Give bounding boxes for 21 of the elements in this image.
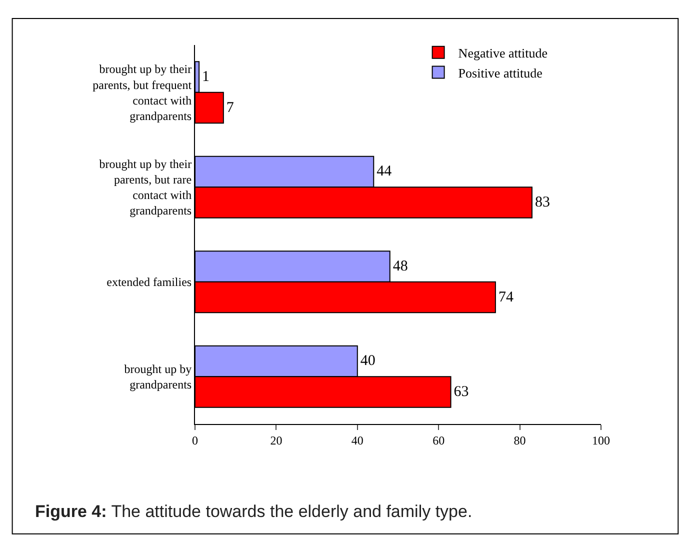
x-tick-label: 0 — [192, 433, 198, 448]
x-tick-label: 40 — [351, 433, 364, 448]
y-tick-label: brought up by their parents, but frequent contact with grandparents — [92, 62, 192, 123]
data-label: 83 — [534, 194, 550, 211]
legend-label: Negative attitude — [458, 45, 548, 60]
x-tick-label: 60 — [432, 433, 445, 448]
legend-label: Positive attitude — [458, 65, 543, 80]
data-label: 63 — [454, 384, 469, 400]
x-tick-label: 100 — [592, 433, 610, 448]
data-label: 7 — [226, 100, 234, 116]
data-label: 44 — [376, 164, 392, 180]
y-tick-label: extended families — [106, 275, 192, 290]
data-label: 40 — [360, 353, 376, 370]
data-label: 48 — [392, 258, 408, 274]
data-label: 74 — [498, 289, 514, 306]
y-tick-label: brought up by grandparents — [124, 362, 192, 392]
x-tick-label: 20 — [270, 433, 282, 448]
x-tick-label: 80 — [514, 433, 526, 448]
y-tick-label: brought up by their parents, but rare contact with grandparents — [99, 156, 192, 218]
data-label: 1 — [202, 68, 210, 85]
caption: Figure 4: The attitude towards the elderly and family type. — [35, 502, 472, 521]
